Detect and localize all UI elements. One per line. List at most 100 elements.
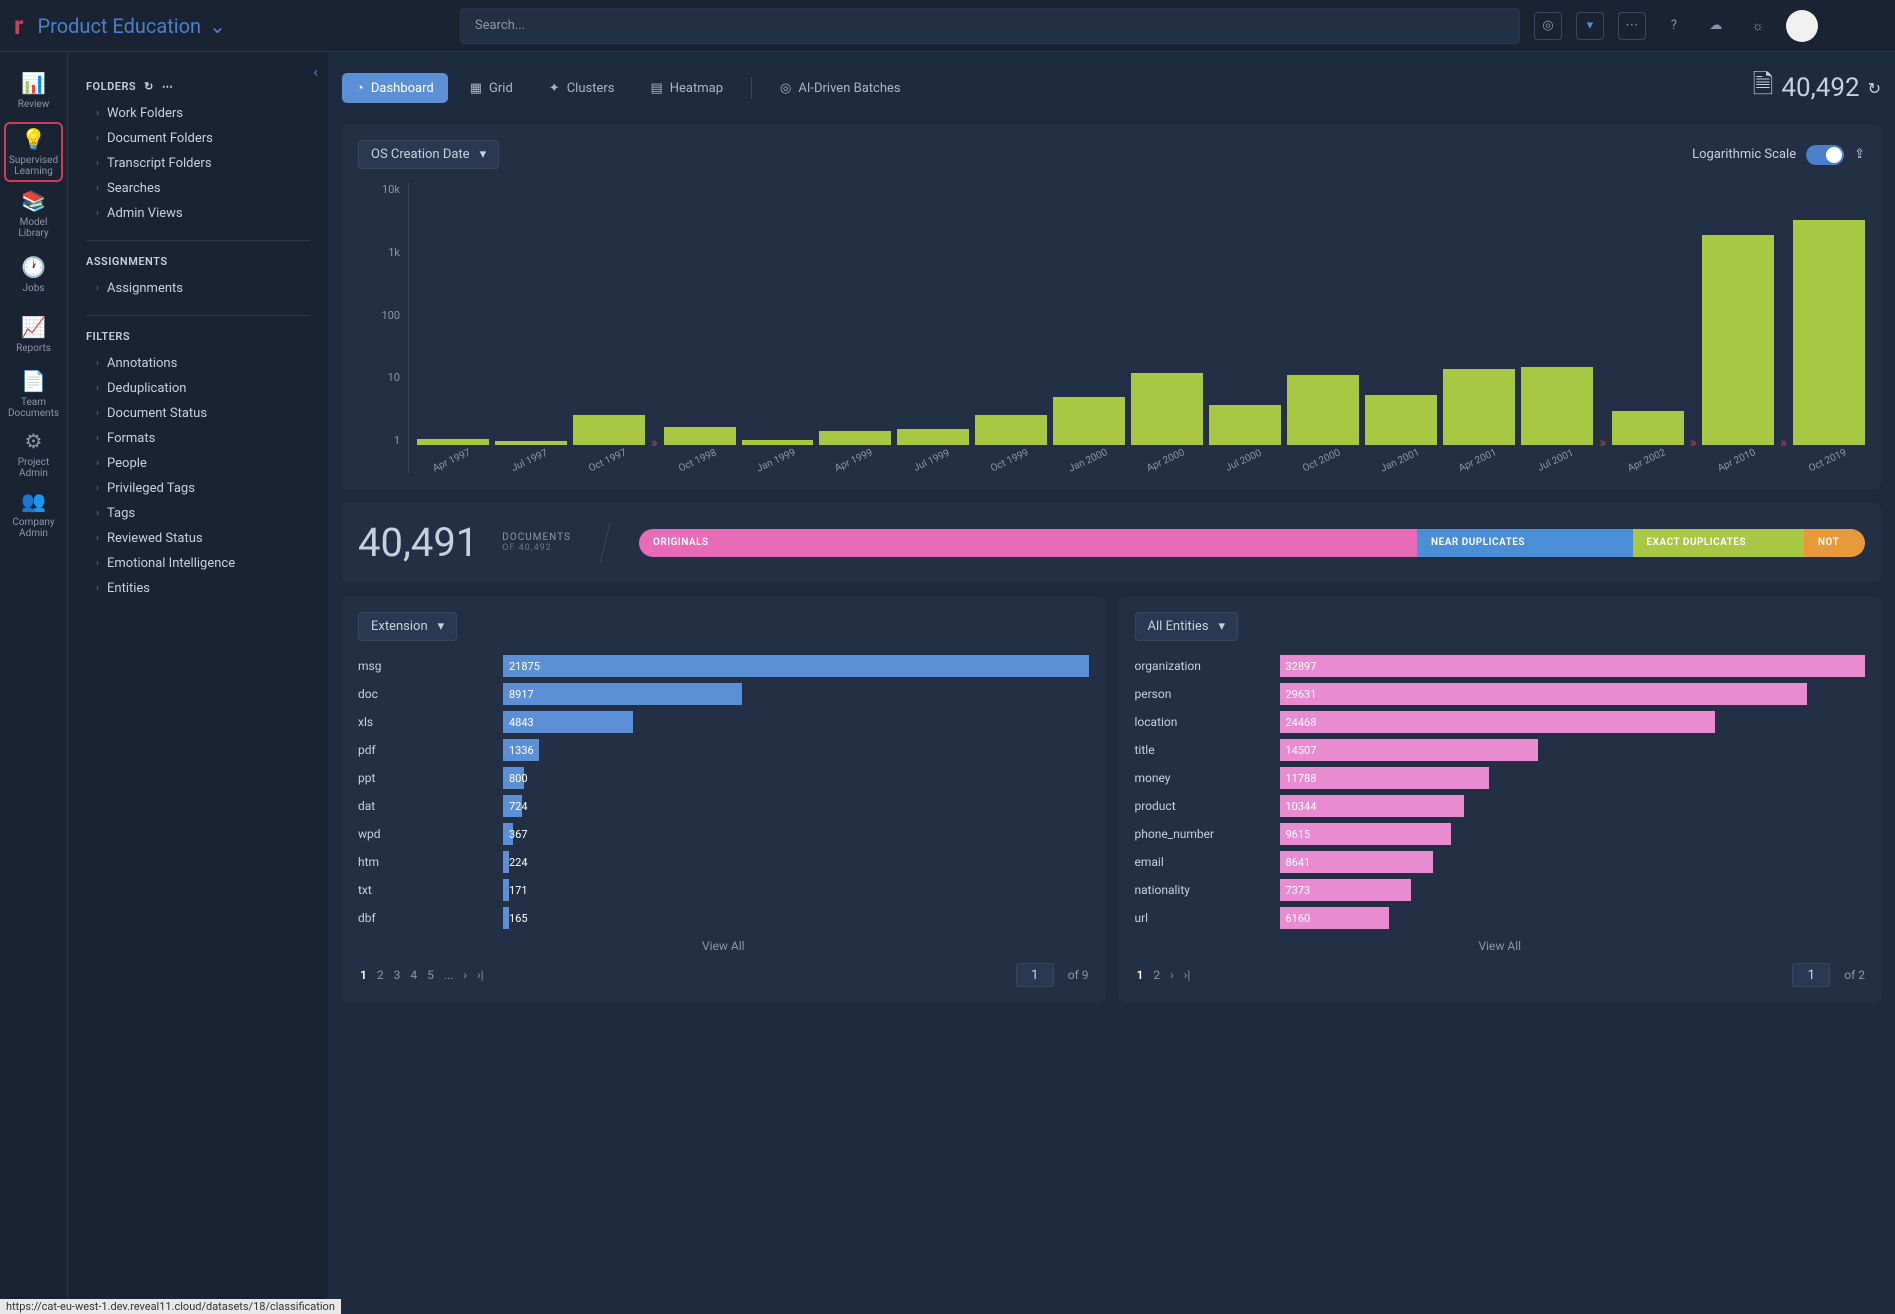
workspace-selector[interactable]: Product Education ⌄ [38, 14, 226, 38]
bar-column[interactable]: Apr 2010 [1702, 235, 1774, 473]
bar-column[interactable]: Jul 1999 [897, 429, 969, 473]
nav-item-jobs[interactable]: 🕐Jobs [0, 244, 67, 304]
hbar-row[interactable]: url6160 [1135, 907, 1866, 929]
extension-dropdown[interactable]: Extension ▾ [358, 612, 457, 641]
hbar-row[interactable]: xls4843 [358, 711, 1089, 733]
hbar-row[interactable]: nationality7373 [1135, 879, 1866, 901]
tree-item[interactable]: ›Assignments [86, 276, 310, 301]
tree-item[interactable]: ›Reviewed Status [86, 526, 310, 551]
page-number[interactable]: 1 [358, 968, 369, 982]
bar-column[interactable]: Apr 2000 [1131, 373, 1203, 473]
tree-item[interactable]: ›People [86, 451, 310, 476]
tree-item[interactable]: ›Admin Views [86, 201, 310, 226]
hbar-row[interactable]: dbf165 [358, 907, 1089, 929]
page-input[interactable] [1792, 963, 1830, 987]
tree-item[interactable]: ›Formats [86, 426, 310, 451]
hbar-row[interactable]: phone_number9615 [1135, 823, 1866, 845]
page-number[interactable]: ... [442, 968, 456, 982]
next-page-icon[interactable]: › [461, 968, 469, 982]
tab-dashboard[interactable]: ◔Dashboard [342, 73, 448, 103]
tree-item[interactable]: ›Privileged Tags [86, 476, 310, 501]
bar-column[interactable]: Oct 1997 [573, 415, 645, 473]
dedup-segment[interactable]: ORIGINALS [639, 529, 1417, 557]
page-number[interactable]: 2 [1151, 968, 1162, 982]
view-all-link[interactable]: View All [1135, 939, 1866, 953]
collapse-panel-icon[interactable]: ‹ [313, 62, 318, 81]
bar-column[interactable]: Apr 2002 [1612, 411, 1684, 473]
user-avatar[interactable] [1786, 10, 1818, 42]
nav-item-review[interactable]: 📊Review [0, 60, 67, 120]
bar-column[interactable]: Jan 2001 [1365, 395, 1437, 473]
bar-column[interactable]: Jul 2000 [1209, 405, 1281, 473]
tree-item[interactable]: ›Searches [86, 176, 310, 201]
nav-item-reports[interactable]: 📈Reports [0, 304, 67, 364]
last-page-icon[interactable]: ›| [475, 968, 486, 982]
tab-clusters[interactable]: ✦Clusters [535, 74, 629, 103]
page-number[interactable]: 2 [375, 968, 386, 982]
tab-ai-driven-batches[interactable]: ◎AI-Driven Batches [766, 74, 915, 103]
nav-item-project-admin[interactable]: ⚙Project Admin [0, 424, 67, 484]
bar-column[interactable]: Jan 2000 [1053, 397, 1125, 473]
search-input[interactable]: Search... [460, 8, 1520, 44]
tree-item[interactable]: ›Document Folders [86, 126, 310, 151]
refresh-count-icon[interactable]: ↻ [1868, 79, 1881, 98]
tree-item[interactable]: ›Tags [86, 501, 310, 526]
hbar-row[interactable]: title14507 [1135, 739, 1866, 761]
bar-column[interactable]: Jan 1999 [742, 440, 814, 473]
bar-column[interactable]: Apr 1999 [819, 431, 891, 473]
target-icon[interactable]: ◎ [1534, 12, 1562, 40]
page-number[interactable]: 3 [392, 968, 403, 982]
cloud-icon[interactable]: ☁ [1702, 12, 1730, 40]
tree-item[interactable]: ›Emotional Intelligence [86, 551, 310, 576]
tab-heatmap[interactable]: ▤Heatmap [636, 74, 737, 103]
hbar-row[interactable]: pdf1336 [358, 739, 1089, 761]
tree-item[interactable]: ›Annotations [86, 351, 310, 376]
theme-icon[interactable]: ☼ [1744, 12, 1772, 40]
bar-column[interactable]: Oct 1998 [664, 427, 736, 473]
bar-column[interactable]: Apr 1997 [417, 439, 489, 473]
hbar-row[interactable]: doc8917 [358, 683, 1089, 705]
nav-item-supervised-learning[interactable]: 💡Supervised Learning [4, 122, 63, 182]
nav-item-model-library[interactable]: 📚Model Library [0, 184, 67, 244]
next-page-icon[interactable]: › [1168, 968, 1176, 982]
date-field-dropdown[interactable]: OS Creation Date ▾ [358, 140, 499, 169]
tree-item[interactable]: ›Deduplication [86, 376, 310, 401]
refresh-icon[interactable]: ↻ [144, 80, 154, 93]
hbar-row[interactable]: ppt800 [358, 767, 1089, 789]
hbar-row[interactable]: wpd367 [358, 823, 1089, 845]
hbar-row[interactable]: person29631 [1135, 683, 1866, 705]
help-icon[interactable]: ? [1660, 12, 1688, 40]
tree-item[interactable]: ›Transcript Folders [86, 151, 310, 176]
dedup-segment[interactable]: EXACT DUPLICATES [1633, 529, 1804, 557]
bar-column[interactable]: Oct 2019 [1793, 220, 1865, 473]
hbar-row[interactable]: organization32897 [1135, 655, 1866, 677]
hbar-row[interactable]: dat724 [358, 795, 1089, 817]
tab-grid[interactable]: ▦Grid [456, 74, 527, 103]
nav-item-team-documents[interactable]: 📄Team Documents [0, 364, 67, 424]
page-input[interactable] [1016, 963, 1054, 987]
bar-column[interactable]: Jul 2001 [1521, 367, 1593, 473]
more-dots-icon[interactable]: ⋯ [162, 80, 174, 93]
hbar-row[interactable]: money11788 [1135, 767, 1866, 789]
entities-dropdown[interactable]: All Entities ▾ [1135, 612, 1239, 641]
log-scale-toggle[interactable] [1806, 145, 1844, 165]
hbar-row[interactable]: msg21875 [358, 655, 1089, 677]
bar-column[interactable]: Jul 1997 [495, 441, 567, 473]
bar-column[interactable]: Oct 1999 [975, 415, 1047, 473]
dedup-segment[interactable]: NOT [1804, 529, 1865, 557]
hbar-row[interactable]: product10344 [1135, 795, 1866, 817]
last-page-icon[interactable]: ›| [1182, 968, 1193, 982]
page-number[interactable]: 4 [408, 968, 419, 982]
hbar-row[interactable]: email8641 [1135, 851, 1866, 873]
page-number[interactable]: 5 [425, 968, 436, 982]
nav-item-company-admin[interactable]: 👥Company Admin [0, 484, 67, 544]
export-icon[interactable]: ⇪ [1854, 147, 1865, 162]
tree-item[interactable]: ›Work Folders [86, 101, 310, 126]
more-icon[interactable]: ⋯ [1618, 12, 1646, 40]
view-all-link[interactable]: View All [358, 939, 1089, 953]
dedup-segment[interactable]: NEAR DUPLICATES [1417, 529, 1633, 557]
bar-column[interactable]: Oct 2000 [1287, 375, 1359, 473]
save-icon[interactable]: ▾ [1576, 12, 1604, 40]
tree-item[interactable]: ›Document Status [86, 401, 310, 426]
bar-column[interactable]: Apr 2001 [1443, 369, 1515, 473]
